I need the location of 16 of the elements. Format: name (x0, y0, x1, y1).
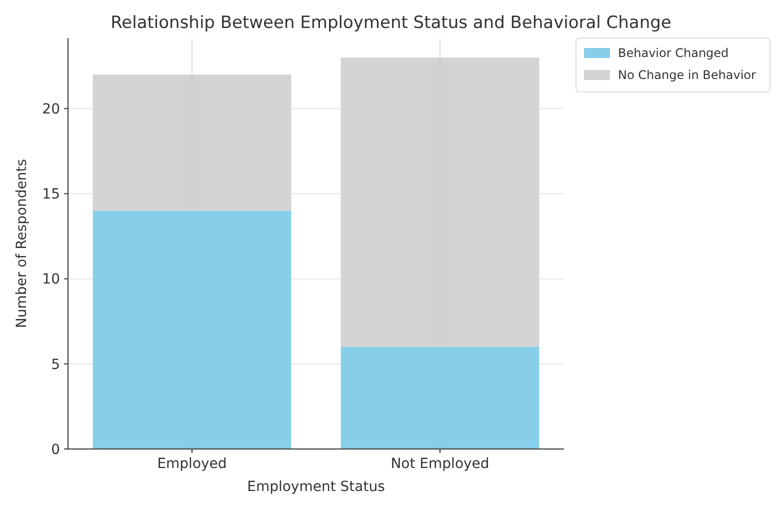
bar (340, 58, 540, 347)
y-tick-label: 15 (42, 186, 60, 203)
y-tick-label: 10 (42, 272, 60, 288)
chart-title: Relationship Between Employment Status and Behavioral Change (110, 13, 672, 33)
y-axis-title: Number of Respondents (14, 158, 30, 328)
bar (92, 74, 292, 211)
y-tick-label: 0 (51, 442, 60, 458)
bar (340, 346, 540, 449)
bar (92, 210, 292, 449)
y-tick-label: 20 (42, 102, 60, 118)
legend-label: No Change in Behavior (618, 68, 756, 82)
x-tick-label: Not Employed (390, 456, 490, 472)
x-axis-title: Employment Status (247, 479, 385, 495)
legend-label: Behavior Changed (618, 46, 729, 60)
x-tick-label: Employed (157, 456, 227, 472)
y-tick-label: 5 (51, 356, 60, 373)
